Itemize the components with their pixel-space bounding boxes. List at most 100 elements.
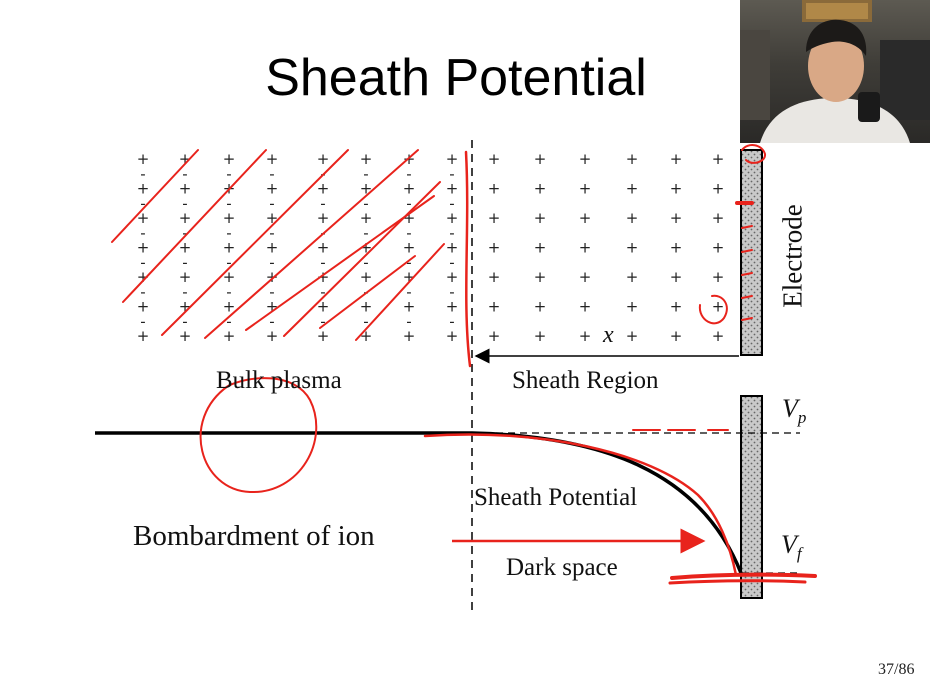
- electron: -: [182, 283, 187, 301]
- positive-ion: +: [403, 268, 416, 286]
- positive-ion: +: [712, 180, 725, 198]
- electron: -: [320, 195, 325, 213]
- positive-ion: +: [446, 298, 459, 316]
- page-title: Sheath Potential: [265, 49, 647, 107]
- positive-ion: +: [534, 209, 547, 227]
- positive-ion: +: [179, 268, 192, 286]
- floating-potential-label: Vf: [781, 530, 802, 564]
- positive-ion: +: [137, 268, 150, 286]
- positive-ion: +: [534, 239, 547, 257]
- charge-grid: +-+-+-+-+-+-+-+-+ + + + + ++-+-+-+-+-+-+-+-+ +…: [137, 150, 725, 345]
- positive-ion: +: [403, 209, 416, 227]
- electron: -: [269, 283, 274, 301]
- positive-ion: +: [446, 327, 459, 345]
- positive-ion: +: [626, 180, 639, 198]
- dark-space-label: Dark space: [506, 554, 618, 581]
- positive-ion: +: [223, 327, 236, 345]
- positive-ion: +: [179, 209, 192, 227]
- positive-ion: +: [670, 327, 683, 345]
- plasma-potential-label: Vp: [782, 394, 807, 428]
- electron: -: [449, 195, 454, 213]
- positive-ion: +: [266, 327, 279, 345]
- positive-ion: +: [534, 150, 547, 168]
- positive-ion: +: [137, 327, 150, 345]
- electron: -: [226, 165, 231, 183]
- positive-ion: +: [403, 180, 416, 198]
- electron: -: [226, 283, 231, 301]
- electron: -: [140, 254, 145, 272]
- electron: -: [269, 254, 274, 272]
- positive-ion: +: [712, 327, 725, 345]
- positive-ion: +: [626, 209, 639, 227]
- electron: -: [182, 195, 187, 213]
- positive-ion: +: [223, 150, 236, 168]
- electron: -: [182, 224, 187, 242]
- bulk-plasma-label: Bulk plasma: [216, 367, 342, 394]
- positive-ion: +: [579, 268, 592, 286]
- positive-ion: +: [446, 239, 459, 257]
- positive-ion: +: [360, 298, 373, 316]
- electron: -: [226, 313, 231, 331]
- positive-ion: +: [317, 327, 330, 345]
- positive-ion: +: [317, 180, 330, 198]
- electron: -: [363, 165, 368, 183]
- positive-ion: +: [579, 180, 592, 198]
- positive-ion: +: [317, 209, 330, 227]
- positive-ion: +: [488, 180, 501, 198]
- annotation-strokes: [111, 144, 817, 585]
- electron: -: [269, 195, 274, 213]
- positive-ion: +: [488, 268, 501, 286]
- positive-ion: +: [137, 298, 150, 316]
- positive-ion: +: [579, 239, 592, 257]
- electrode-bottom: [740, 395, 763, 599]
- distance-variable-label: x: [603, 322, 614, 348]
- sheath-potential-label: Sheath Potential: [474, 484, 638, 511]
- electron: -: [269, 313, 274, 331]
- electron: -: [406, 283, 411, 301]
- presenter-video-icon: [740, 0, 930, 143]
- positive-ion: +: [488, 298, 501, 316]
- positive-ion: +: [534, 268, 547, 286]
- electron: -: [320, 313, 325, 331]
- page-number: 37/86: [878, 661, 915, 678]
- positive-ion: +: [626, 268, 639, 286]
- positive-ion: +: [266, 239, 279, 257]
- electron: -: [182, 313, 187, 331]
- positive-ion: +: [179, 327, 192, 345]
- electron: -: [140, 224, 145, 242]
- electron: -: [182, 254, 187, 272]
- positive-ion: +: [360, 268, 373, 286]
- positive-ion: +: [670, 150, 683, 168]
- electron: -: [140, 165, 145, 183]
- positive-ion: +: [360, 209, 373, 227]
- positive-ion: +: [579, 298, 592, 316]
- positive-ion: +: [179, 180, 192, 198]
- bombardment-label: Bombardment of ion: [133, 520, 375, 552]
- electron: -: [449, 224, 454, 242]
- positive-ion: +: [266, 180, 279, 198]
- electron: -: [140, 283, 145, 301]
- positive-ion: +: [670, 298, 683, 316]
- positive-ion: +: [534, 180, 547, 198]
- positive-ion: +: [223, 239, 236, 257]
- positive-ion: +: [403, 298, 416, 316]
- positive-ion: +: [670, 209, 683, 227]
- positive-ion: +: [137, 239, 150, 257]
- electron: -: [269, 165, 274, 183]
- positive-ion: +: [403, 327, 416, 345]
- electron: -: [363, 195, 368, 213]
- electron: -: [363, 313, 368, 331]
- positive-ion: +: [579, 327, 592, 345]
- positive-ion: +: [712, 298, 725, 316]
- positive-ion: +: [446, 180, 459, 198]
- positive-ion: +: [626, 327, 639, 345]
- positive-ion: +: [712, 150, 725, 168]
- positive-ion: +: [670, 180, 683, 198]
- sheath-region-label: Sheath Region: [512, 367, 659, 394]
- positive-ion: +: [626, 298, 639, 316]
- positive-ion: +: [223, 209, 236, 227]
- electron: -: [320, 283, 325, 301]
- electron: -: [406, 224, 411, 242]
- positive-ion: +: [670, 268, 683, 286]
